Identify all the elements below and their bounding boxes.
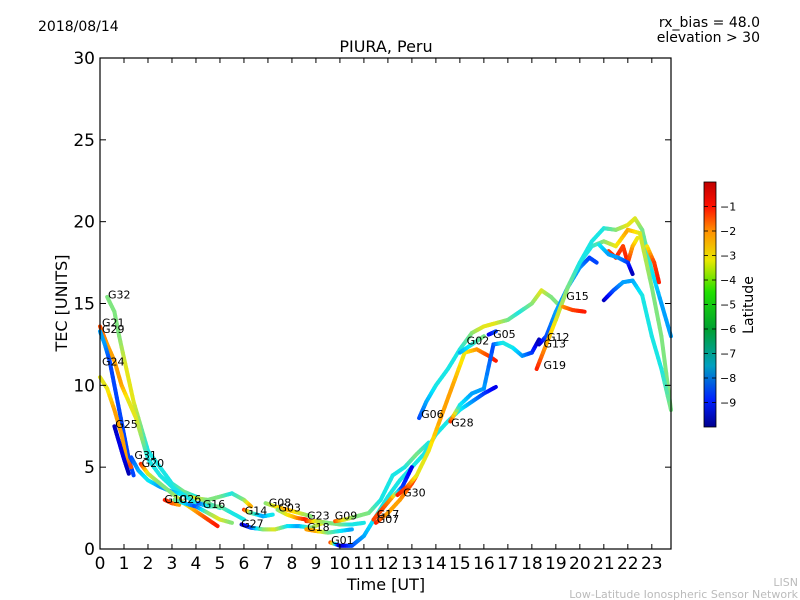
- track-segment: [595, 262, 596, 263]
- track-segment: [494, 387, 496, 388]
- colorbar-tick-label: −2: [720, 225, 736, 238]
- satellite-label: G09: [335, 510, 358, 523]
- y-tick-label: 15: [73, 295, 95, 315]
- satellite-label: G07: [377, 513, 400, 526]
- satellite-label: G25: [115, 418, 138, 431]
- satellite-label: G20: [142, 457, 165, 470]
- plot-frame: [100, 58, 671, 549]
- x-tick-label: 21: [593, 554, 615, 574]
- y-tick-label: 25: [73, 131, 95, 151]
- colorbar-tick-label: −9: [720, 397, 736, 410]
- track-segment: [230, 522, 232, 523]
- satellite-label: G30: [403, 487, 426, 500]
- track-segment: [658, 279, 659, 282]
- satellite-labels: G32G21G29G24G25G31G20G10G26 G16G14G27G08G…: [102, 289, 589, 548]
- x-tick-label: 0: [95, 554, 106, 574]
- satellite-label: G05: [493, 328, 516, 341]
- x-tick-label: 18: [521, 554, 543, 574]
- track-segment: [538, 340, 539, 342]
- x-tick-label: 11: [353, 554, 375, 574]
- x-tick-label: 16: [473, 554, 495, 574]
- colorbar-tick-label: −8: [720, 372, 736, 385]
- rx-bias-label: rx_bias = 48.0: [659, 15, 760, 31]
- x-tick-label: 13: [401, 554, 423, 574]
- y-axis-label: TEC [UNITS]: [52, 255, 71, 353]
- colorbar-label: Latitude: [741, 276, 757, 334]
- x-tick-label: 5: [215, 554, 226, 574]
- x-tick-label: 22: [617, 554, 639, 574]
- x-tick-label: 20: [569, 554, 591, 574]
- track-segment: [637, 238, 638, 239]
- satellite-label: G16: [203, 498, 226, 511]
- x-tick-label: 7: [263, 554, 274, 574]
- satellite-track-g15: [563, 307, 585, 312]
- satellite-label: G26: [179, 493, 202, 506]
- track-segment: [632, 272, 633, 274]
- track-segment: [133, 473, 134, 476]
- satellite-label: G32: [108, 289, 131, 302]
- track-segment: [410, 467, 412, 470]
- x-tick-label: 17: [497, 554, 519, 574]
- x-tick-label: 10: [329, 554, 351, 574]
- x-tick-label: 23: [641, 554, 663, 574]
- y-tick-label: 30: [73, 49, 95, 69]
- x-tick-label: 1: [119, 554, 130, 574]
- y-tick-label: 5: [84, 458, 95, 478]
- satellite-label: G13: [543, 338, 566, 351]
- colorbar-tick-label: −6: [720, 323, 736, 336]
- satellite-label: G24: [102, 356, 125, 369]
- satellite-label: G14: [245, 505, 268, 518]
- satellite-label: G03: [278, 501, 301, 514]
- satellite-label: G01: [331, 534, 354, 547]
- satellite-label: G29: [102, 323, 125, 336]
- y-tick-label: 20: [73, 213, 95, 233]
- y-axis: 0 5 10 15 20 25 30: [73, 49, 671, 560]
- x-tick-label: 12: [377, 554, 399, 574]
- colorbar-tick-label: −3: [720, 250, 736, 263]
- x-tick-label: 2: [143, 554, 154, 574]
- satellite-label: G18: [307, 521, 330, 534]
- track-segment: [128, 471, 129, 473]
- track-segment: [495, 360, 496, 361]
- x-tick-label: 8: [287, 554, 298, 574]
- x-tick-label: 14: [425, 554, 447, 574]
- colorbar-tick-label: −5: [720, 299, 736, 312]
- satellite-label: G02: [467, 334, 490, 347]
- satellite-label: G27: [241, 518, 264, 531]
- colorbar-tick-label: −7: [720, 348, 736, 361]
- x-tick-label: 15: [449, 554, 471, 574]
- y-tick-label: 10: [73, 376, 95, 396]
- satellite-label: G06: [421, 408, 444, 421]
- track-segment: [130, 466, 131, 467]
- lisn-long: Low-Latitude Ionospheric Sensor Network: [569, 588, 798, 600]
- date-label: 2018/08/14: [38, 19, 119, 35]
- satellite-label: G19: [543, 359, 566, 372]
- x-tick-label: 4: [191, 554, 202, 574]
- x-tick-label: 9: [311, 554, 322, 574]
- satellite-label: G15: [566, 290, 589, 303]
- x-tick-label: 6: [239, 554, 250, 574]
- y-tick-label: 0: [84, 540, 95, 560]
- chart-title: PIURA, Peru: [339, 37, 432, 56]
- elevation-label: elevation > 30: [657, 30, 760, 46]
- satellite-label: G28: [451, 416, 474, 429]
- x-tick-label: 19: [545, 554, 567, 574]
- x-tick-label: 3: [167, 554, 178, 574]
- satellite-track-g12: [546, 218, 671, 336]
- colorbar-tick-label: −4: [720, 274, 736, 287]
- colorbar-tick-label: −1: [720, 201, 736, 214]
- track-segment: [216, 525, 218, 526]
- x-axis-label: Time [UT]: [346, 575, 425, 594]
